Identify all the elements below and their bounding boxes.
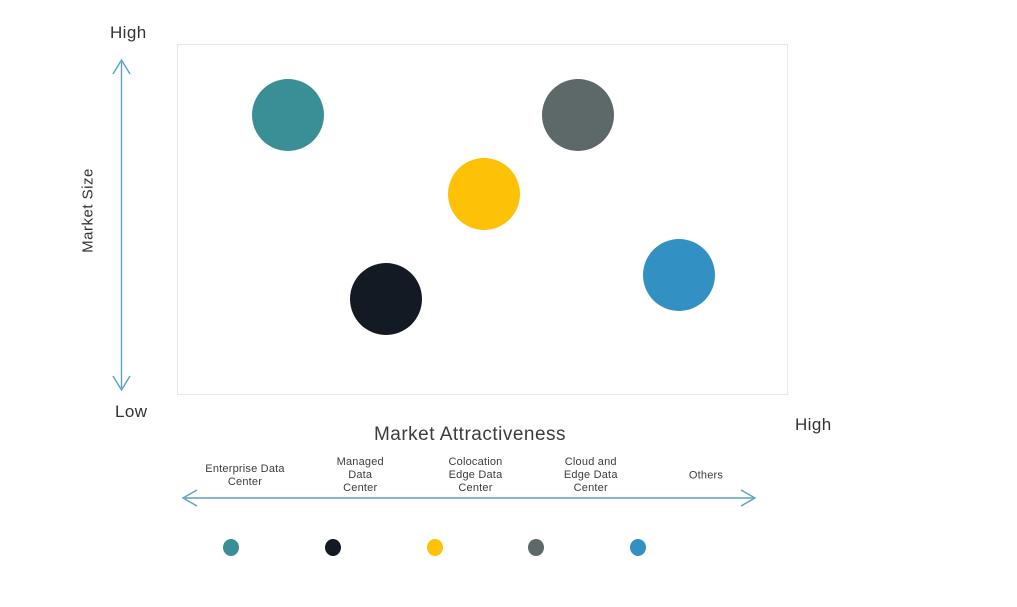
x-axis-high-label: High: [795, 415, 832, 434]
x-axis-arrow-icon: [181, 489, 757, 507]
bubble-others: [643, 238, 716, 311]
category-label-managed-data-center: Managed Data Center: [336, 456, 384, 495]
x-axis-title: Market Attractiveness: [373, 424, 567, 445]
y-axis-high-label: High: [110, 23, 147, 42]
category-label-others: Others: [688, 469, 724, 482]
category-label-cloud-and-edge-data-center: Cloud and Edge Data Center: [563, 456, 618, 495]
category-label-colocation-edge-data-center: Colocation Edge Data Center: [448, 456, 503, 495]
legend-dot-colocation-edge-data-center: [426, 539, 443, 556]
legend-dot-others: [630, 539, 646, 556]
legend-dot-cloud-and-edge-data-center: [528, 539, 545, 556]
legend-dot-managed-data-center: [324, 539, 341, 556]
y-axis-arrow-icon: [112, 58, 131, 392]
bubble-managed-data-center: [349, 263, 422, 336]
y-axis-low-label: Low: [115, 402, 148, 421]
bubble-cloud-and-edge-data-center: [542, 79, 615, 152]
category-label-enterprise-data-center: Enterprise Data Center: [205, 462, 285, 488]
bubble-colocation-edge-data-center: [447, 158, 520, 231]
plot-area: [177, 44, 788, 395]
legend-dot-enterprise-data-center: [223, 539, 239, 556]
bubble-enterprise-data-center: [251, 79, 324, 152]
y-axis-title: Market Size: [79, 168, 97, 253]
